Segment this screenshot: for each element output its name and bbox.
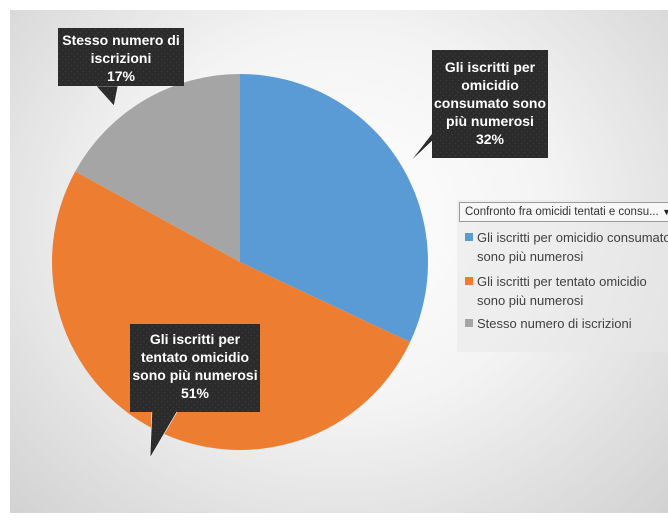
legend-filter-label: Confronto fra omicidi tentati e consu... — [465, 206, 659, 218]
callout-box — [130, 324, 260, 412]
legend-label: Gli iscritti per tentato omicidio sono p… — [477, 274, 647, 308]
data-label-consumato: Gli iscritti per omicidio consumato sono pi… — [409, 50, 548, 163]
callout-box — [58, 28, 184, 86]
pie-chart: Gli iscritti per omicidio consumato sono pi… — [52, 28, 548, 459]
legend-swatch-tentato — [465, 277, 473, 285]
data-label-line: tentato omicidio — [141, 349, 249, 365]
data-label-line: 51% — [181, 385, 210, 401]
callout-pointer — [95, 85, 119, 107]
data-label-line: omicidio — [461, 77, 519, 93]
data-label-line: Gli iscritti per — [445, 59, 536, 75]
legend-swatch-consumato — [465, 233, 473, 241]
legend-swatch-stesso — [465, 319, 473, 327]
data-label-line: 17% — [107, 68, 136, 84]
pie-slice-consumato[interactable] — [240, 74, 428, 343]
data-label-line: iscrizioni — [91, 50, 152, 66]
chevron-down-icon[interactable]: ▼ — [662, 203, 668, 221]
legend-label: Stesso numero di iscrizioni — [477, 316, 632, 331]
legend-filter-dropdown[interactable]: Confronto fra omicidi tentati e consu...… — [459, 202, 668, 222]
data-label-line: consumato sono — [434, 95, 546, 111]
data-label-line: sono più numerosi — [132, 367, 257, 383]
data-label-line: Stesso numero di — [62, 32, 179, 48]
callout-box — [432, 50, 548, 158]
pie-slice-stesso[interactable] — [75, 74, 241, 262]
legend-label: Gli iscritti per omicidio consumato sono… — [477, 230, 668, 264]
data-label-line: più numerosi — [446, 113, 534, 129]
data-label-tentato: Gli iscritti per tentato omicidio sono più… — [130, 324, 260, 459]
data-label-stesso: Stesso numero di iscrizioni 17% — [58, 28, 184, 107]
legend: Confronto fra omicidi tentati e consu...… — [457, 200, 668, 352]
data-label-line: Gli iscritti per — [150, 331, 241, 347]
data-label-line: 32% — [476, 131, 505, 147]
